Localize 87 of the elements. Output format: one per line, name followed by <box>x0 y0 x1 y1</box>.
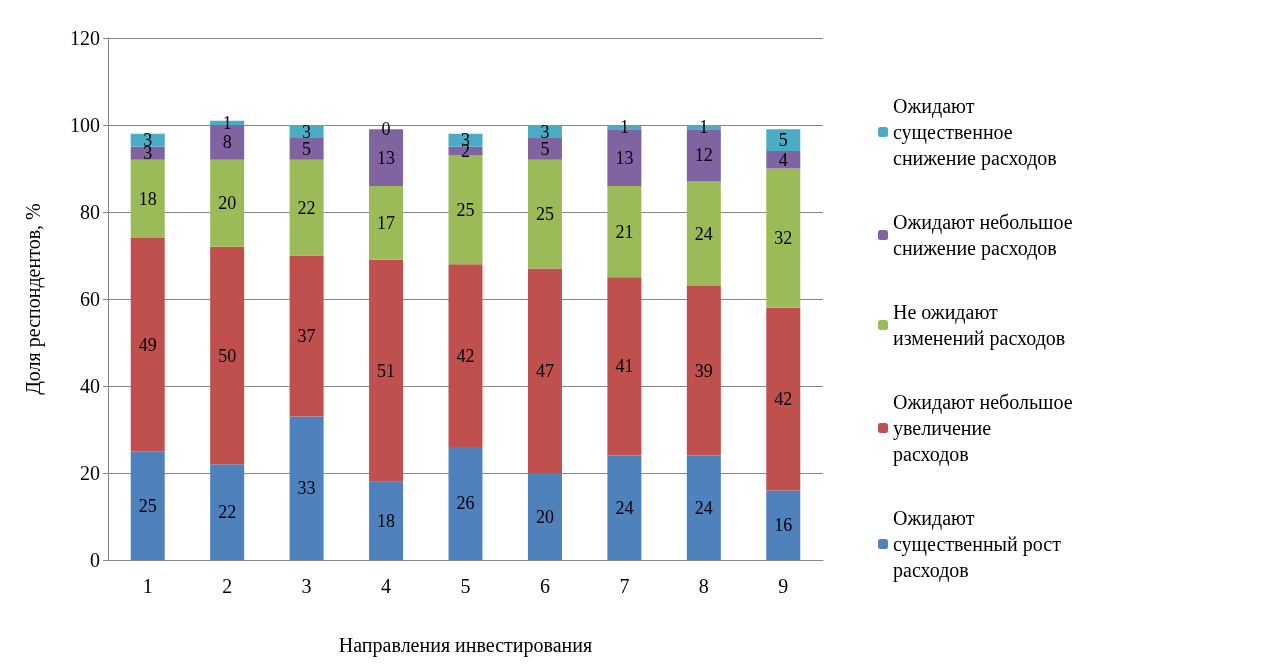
data-label: 37 <box>297 325 316 346</box>
data-label: 21 <box>615 221 634 242</box>
x-tick-label: 3 <box>301 575 312 597</box>
data-label: 18 <box>138 188 157 209</box>
x-tick-label: 1 <box>142 575 153 597</box>
data-label: 41 <box>615 356 634 377</box>
y-tick-label: 80 <box>80 201 100 223</box>
bar <box>289 159 324 256</box>
bar <box>210 246 245 465</box>
bar <box>210 464 245 560</box>
legend-label: Ожидают существенное снижение расходов <box>893 95 1057 170</box>
bar <box>369 185 404 260</box>
x-tick-label: 5 <box>460 575 471 597</box>
bar <box>448 264 483 447</box>
data-label: 13 <box>615 147 634 168</box>
bar <box>210 159 245 247</box>
bar <box>289 255 324 417</box>
x-tick-label: 7 <box>619 575 630 597</box>
data-label: 17 <box>377 212 396 233</box>
x-tick-label: 8 <box>698 575 709 597</box>
bar <box>527 473 562 560</box>
data-label: 24 <box>694 223 713 244</box>
y-tick-label: 40 <box>80 375 100 397</box>
bar <box>130 238 165 452</box>
data-label: 42 <box>774 389 793 410</box>
x-tick-label: 9 <box>778 575 789 597</box>
x-tick-label: 4 <box>381 575 392 597</box>
y-axis-title: Доля респондентов, % <box>22 203 45 395</box>
bar <box>766 490 801 560</box>
bar <box>448 446 483 560</box>
bar <box>369 259 404 482</box>
legend-label: Не ожидают изменений расходов <box>893 301 1066 350</box>
data-label: 50 <box>218 345 237 366</box>
bar <box>289 416 324 560</box>
x-tick-label: 2 <box>222 575 233 597</box>
data-label: 4 <box>778 149 788 170</box>
bar <box>766 129 801 152</box>
data-label: 25 <box>535 204 554 225</box>
data-label: 13 <box>377 147 396 168</box>
bar <box>289 138 324 160</box>
bar <box>766 168 801 308</box>
legend-label: Ожидают существенный рост расходов <box>893 507 1066 582</box>
y-tick-label: 100 <box>70 114 100 136</box>
bar <box>448 155 483 265</box>
x-tick-label: 6 <box>539 575 550 597</box>
y-tick-label: 0 <box>90 549 100 571</box>
bar <box>766 151 801 169</box>
bar <box>527 268 562 473</box>
data-label: 20 <box>535 506 554 527</box>
data-label: 22 <box>218 502 237 523</box>
bar <box>607 455 642 560</box>
bar <box>130 159 165 239</box>
bar <box>686 181 721 286</box>
data-label: 33 <box>297 478 316 499</box>
bar <box>369 481 404 560</box>
bar <box>607 277 642 456</box>
data-label: 25 <box>138 495 157 516</box>
data-label: 47 <box>535 360 554 381</box>
legend-label: Ожидают небольшое увеличение расходов <box>893 391 1078 466</box>
y-tick-label: 20 <box>80 462 100 484</box>
legend-label: Ожидают небольшое снижение расходов <box>893 211 1078 260</box>
data-label: 26 <box>456 493 475 514</box>
bar <box>686 285 721 456</box>
data-label: 42 <box>456 345 475 366</box>
data-label: 12 <box>694 145 713 166</box>
x-axis-title: Направления инвестирования <box>338 634 593 657</box>
data-label: 39 <box>694 360 713 381</box>
data-label: 16 <box>774 515 793 536</box>
data-label: 20 <box>218 193 237 214</box>
bar <box>527 138 562 160</box>
data-label: 8 <box>222 132 232 153</box>
bar <box>686 455 721 560</box>
data-label: 32 <box>774 228 793 249</box>
data-label: 51 <box>377 360 396 381</box>
y-tick-label: 60 <box>80 288 100 310</box>
data-label: 18 <box>377 510 396 531</box>
bar <box>527 159 562 269</box>
y-tick-label: 120 <box>70 27 100 49</box>
data-label: 24 <box>694 497 713 518</box>
bar <box>766 307 801 491</box>
data-label: 25 <box>456 199 475 220</box>
bar <box>607 185 642 278</box>
data-label: 24 <box>615 497 634 518</box>
data-label: 5 <box>778 130 788 151</box>
data-label: 22 <box>297 197 316 218</box>
bar <box>130 451 165 560</box>
data-label: 49 <box>138 334 157 355</box>
